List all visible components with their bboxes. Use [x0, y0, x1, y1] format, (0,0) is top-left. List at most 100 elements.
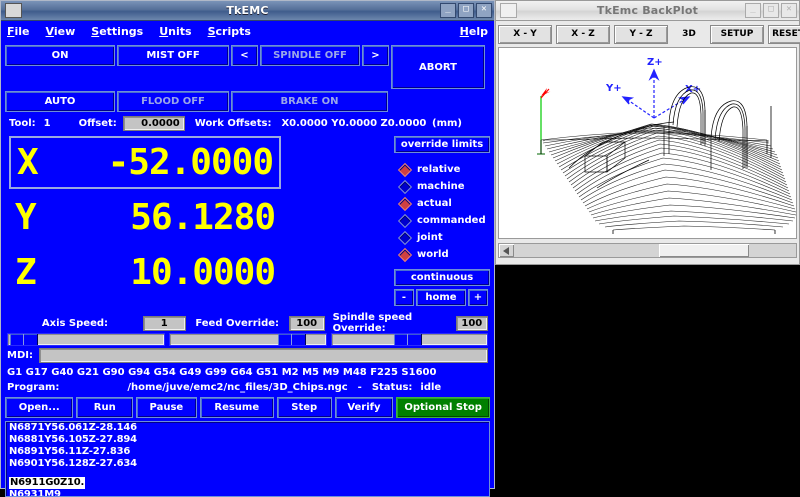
radio-commanded[interactable]: commanded	[397, 212, 490, 229]
mdi-input[interactable]	[38, 348, 488, 363]
feed-override-label: Feed Override:	[195, 317, 280, 329]
menu-settings[interactable]: Settings	[91, 25, 144, 38]
desktop-background	[495, 265, 800, 489]
axis-label-y: Y	[15, 197, 37, 238]
axis-value-x: -52.0000	[107, 142, 274, 183]
radio-joint[interactable]: joint	[397, 229, 490, 246]
radio-diamond-icon[interactable]	[397, 247, 413, 262]
gcode-line[interactable]: N6901Y56.128Z-27.634	[9, 458, 137, 469]
view-xy-button[interactable]: X - Y	[498, 24, 552, 44]
close-icon[interactable]: ✕	[476, 3, 492, 18]
menu-units[interactable]: Units	[159, 25, 192, 38]
tool-value: 1	[43, 117, 51, 129]
program-button-row: Open... Run Pause Resume Step Verify Opt…	[1, 397, 494, 418]
tkemc-window: TkEMC _ □ ✕ FFileile View Settings Units…	[0, 0, 495, 497]
feed-override-slider[interactable]	[169, 333, 327, 346]
step-button[interactable]: Step	[276, 397, 332, 418]
spindle-override-value[interactable]: 100	[455, 315, 488, 331]
slider-thumb[interactable]	[393, 334, 422, 345]
window-menu-icon[interactable]	[500, 3, 517, 18]
pause-button[interactable]: Pause	[136, 397, 197, 418]
backplot-horizontal-scrollbar[interactable]	[498, 243, 797, 258]
radio-diamond-icon[interactable]	[397, 230, 413, 245]
home-button-row: - home +	[394, 289, 490, 306]
menu-view[interactable]: View	[45, 25, 76, 38]
program-label: Program:	[7, 382, 60, 393]
scroll-left-arrow-icon[interactable]	[499, 244, 514, 257]
tool-offset-field[interactable]: 0.0000	[122, 115, 185, 131]
machine-state-button[interactable]: ON	[5, 45, 115, 66]
resume-button[interactable]: Resume	[199, 397, 274, 418]
backplot-window: TkEmc BackPlot _ □ ✕ X - Y X - Z Y - Z 3…	[495, 0, 800, 265]
radio-label-commanded: commanded	[417, 215, 486, 226]
minimize-icon[interactable]: _	[745, 3, 761, 18]
view-yz-button[interactable]: Y - Z	[614, 24, 668, 44]
backplot-window-controls: _ □ ✕	[745, 3, 797, 18]
view-3d-button[interactable]: 3D	[682, 28, 696, 39]
backplot-canvas[interactable]: Z+ Y+ X+	[498, 47, 797, 239]
menu-scripts[interactable]: Scripts	[207, 25, 251, 38]
scrollbar-thumb[interactable]	[659, 244, 749, 257]
radio-diamond-icon[interactable]	[397, 179, 413, 194]
jog-minus-button[interactable]: -	[394, 289, 414, 306]
minimize-icon[interactable]: _	[440, 3, 456, 18]
axis-value-y: 56.1280	[130, 197, 276, 238]
axis-row-y[interactable]: Y 56.1280	[9, 191, 281, 244]
mist-button[interactable]: MIST OFF	[117, 45, 229, 66]
home-button[interactable]: home	[416, 289, 466, 306]
spindle-decrease-button[interactable]: <	[231, 45, 258, 66]
maximize-icon[interactable]: □	[458, 3, 474, 18]
axis-speed-value[interactable]: 1	[142, 315, 186, 331]
radio-diamond-icon[interactable]	[397, 213, 413, 228]
radio-relative[interactable]: relative	[397, 161, 490, 178]
slider-thumb[interactable]	[10, 334, 38, 345]
radio-diamond-icon[interactable]	[397, 196, 413, 211]
optional-stop-button[interactable]: Optional Stop	[396, 397, 490, 418]
units-label: (mm)	[432, 117, 462, 129]
feed-override-value[interactable]: 100	[288, 315, 325, 331]
run-button[interactable]: Run	[76, 397, 134, 418]
radio-world[interactable]: world	[397, 246, 490, 263]
gcode-line[interactable]: N6891Y56.11Z-27.836	[9, 446, 131, 457]
menu-help[interactable]: Help	[459, 25, 488, 38]
axis-speed-slider[interactable]	[7, 333, 166, 346]
view-xz-button[interactable]: X - Z	[556, 24, 610, 44]
verify-button[interactable]: Verify	[334, 397, 394, 418]
open-button[interactable]: Open...	[5, 397, 74, 418]
spindle-override-slider[interactable]	[330, 333, 489, 346]
reset-button[interactable]: RESET	[768, 24, 800, 44]
override-limits-button[interactable]: override limits	[394, 136, 490, 153]
spindle-override-label: Spindle speed Override:	[332, 312, 413, 334]
mode-button[interactable]: AUTO	[5, 91, 115, 112]
program-path: /home/juve/emc2/nc_files/3D_Chips.ngc	[127, 382, 348, 393]
tkemc-titlebar[interactable]: TkEMC _ □ ✕	[1, 1, 494, 21]
status-label: Status:	[371, 382, 413, 393]
close-icon[interactable]: ✕	[781, 3, 797, 18]
radio-machine[interactable]: machine	[397, 178, 490, 195]
window-menu-icon[interactable]	[5, 3, 22, 18]
position-area: X -52.0000 Y 56.1280 Z 10.0000 override …	[1, 136, 494, 311]
spindle-increase-button[interactable]: >	[362, 45, 389, 66]
backplot-titlebar[interactable]: TkEmc BackPlot _ □ ✕	[496, 1, 799, 21]
gcode-listing[interactable]: N6871Y56.061Z-28.146 N6881Y56.105Z-27.89…	[5, 421, 490, 497]
tool-label: Tool:	[9, 117, 36, 129]
axis-row-z[interactable]: Z 10.0000	[9, 246, 281, 299]
spindle-button[interactable]: SPINDLE OFF	[260, 45, 360, 66]
gcode-line[interactable]: N6881Y56.105Z-27.894	[9, 434, 137, 445]
gcode-line[interactable]: N6931M9	[9, 489, 61, 497]
axis-row-x[interactable]: X -52.0000	[9, 136, 281, 189]
flood-button[interactable]: FLOOD OFF	[117, 91, 229, 112]
radio-diamond-icon[interactable]	[397, 162, 413, 177]
setup-button[interactable]: SETUP	[710, 24, 764, 44]
brake-button[interactable]: BRAKE ON	[231, 91, 388, 112]
menu-file[interactable]: FFileile	[7, 25, 30, 38]
slider-thumb[interactable]	[278, 334, 307, 345]
jog-mode-button[interactable]: continuous	[394, 269, 490, 286]
gcode-line-current[interactable]: N6911G0Z10.	[9, 477, 86, 489]
jog-plus-button[interactable]: +	[468, 289, 488, 306]
gcode-line[interactable]: N6871Y56.061Z-28.146	[9, 422, 137, 433]
radio-actual[interactable]: actual	[397, 195, 490, 212]
maximize-icon[interactable]: □	[763, 3, 779, 18]
abort-button[interactable]: ABORT	[391, 45, 485, 89]
axis-value-z: 10.0000	[130, 252, 276, 293]
